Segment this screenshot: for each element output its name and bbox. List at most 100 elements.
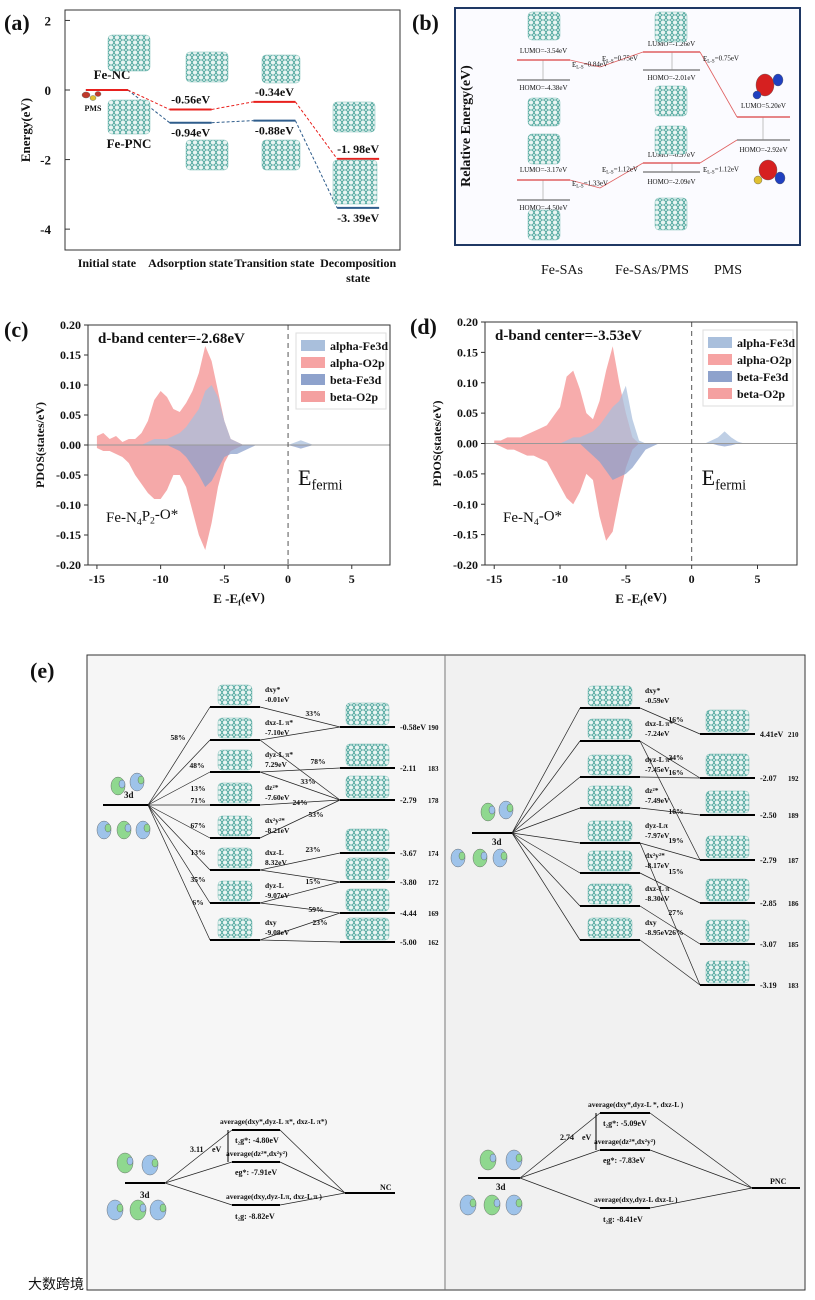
correlation-line (639, 872, 701, 904)
panel-label: (e) (30, 658, 54, 683)
molecule-image (705, 960, 750, 984)
gap-subscript: L-S (576, 65, 584, 70)
level-energy: -7.45eV (645, 765, 670, 774)
orbital-lobe (469, 1198, 477, 1208)
correlation-line (147, 804, 211, 839)
percent-label: 6% (192, 898, 203, 907)
molecule-image (185, 51, 229, 83)
orbital-lobe (118, 779, 126, 789)
molecule-image (587, 850, 633, 872)
molecule-image (654, 85, 688, 117)
level-name: dx²y²* (265, 816, 285, 825)
target-count: 210 (788, 731, 799, 739)
correlation-line (639, 939, 701, 986)
panel-label: (c) (4, 317, 28, 342)
gap-value: =1.12eV (614, 165, 638, 173)
correlation-line (649, 1149, 753, 1189)
gap-symbol: E (703, 166, 707, 174)
level-energy: -7.60eV (265, 793, 290, 802)
percent-label: 35% (191, 875, 206, 884)
target-energy: -2.85 (760, 899, 777, 908)
plot-frame (64, 9, 401, 251)
level-name: dxy (645, 918, 657, 927)
level-label: HOMO=-4.38eV (519, 84, 567, 92)
correlation-line (511, 832, 581, 907)
correlation-line (649, 1187, 753, 1209)
target-energy: -2.79 (760, 856, 777, 865)
orbital-lobe (506, 803, 514, 813)
molecule-image (345, 743, 390, 767)
percent-label: 27% (669, 908, 684, 917)
sample-label-part: Fe-N (106, 510, 137, 526)
correlation-line (259, 881, 341, 904)
level-name: dz²* (265, 783, 279, 792)
target-count: 183 (428, 765, 439, 773)
level-energy: -7.97eV (645, 831, 670, 840)
x-axis-label-part: f (238, 598, 241, 608)
target-count: 183 (788, 982, 799, 990)
level-energy: -7.24eV (645, 729, 670, 738)
correlation-line (259, 726, 341, 741)
molecule-image (332, 101, 376, 133)
y-axis-label: PDOS(states/eV) (430, 401, 444, 487)
molecule-image (705, 835, 750, 859)
panel-label: (d) (410, 314, 437, 339)
sample-label-part: 4 (137, 517, 142, 528)
gap-subscript: L-S (606, 170, 614, 175)
pdos-area (494, 385, 745, 444)
fermi-label-part: E (298, 465, 311, 490)
molecule-image (345, 917, 390, 941)
level-name: dz²* (645, 786, 659, 795)
x-tick-label-box: Adsorption state (148, 256, 233, 270)
sample-label: Fe-N4-O* (503, 508, 562, 528)
sample-label-part: -O* (539, 508, 562, 524)
level-energy: -7.10eV (265, 728, 290, 737)
orbital-lobe (493, 1198, 501, 1208)
gap-label: 2.74 (560, 1133, 574, 1142)
y-tick-label: 0 (45, 83, 52, 98)
correlation-line (279, 1129, 346, 1194)
y-tick-label: -0.20 (56, 558, 81, 572)
target-count: 172 (428, 879, 439, 887)
molecule-image (705, 753, 750, 777)
correlation-line (259, 869, 341, 883)
ligand-label: NC (380, 1183, 392, 1192)
y-tick-label: 0.20 (60, 318, 81, 332)
percent-label: 15% (669, 867, 684, 876)
gap-symbol: E (602, 166, 606, 174)
legend-label: beta-O2p (737, 387, 785, 401)
correlation-line (164, 1161, 233, 1184)
percent-label: 67% (191, 821, 206, 830)
molecule-image (107, 99, 151, 135)
molecule-image (345, 857, 390, 881)
gap-subscript: L-S (576, 184, 584, 189)
average-label: average(dxy*,dyz-L π*, dxz-L π*) (220, 1117, 328, 1126)
x-tick-label: 5 (349, 572, 355, 586)
level-energy: -8.17eV (645, 861, 670, 870)
energy-label: t₂g: -8.41eV (603, 1215, 643, 1224)
panel-label: (a) (4, 10, 30, 35)
y-axis-label: Relative Energy(eV) (459, 65, 474, 187)
correlation-line (639, 776, 701, 779)
fermi-label-part: E (702, 465, 715, 490)
gap-label: EL-S=1.12eV (703, 165, 739, 175)
correlation-line (639, 842, 701, 861)
orbital-label: 3d (124, 790, 134, 800)
connector (699, 139, 738, 164)
sample-label-part: -O* (155, 507, 178, 523)
orbital-lobe (774, 171, 786, 185)
gap-symbol: E (572, 61, 576, 69)
target-energy: -5.00 (400, 938, 417, 947)
correlation-line (259, 771, 341, 801)
energy-label: t₂g*: -5.09eV (603, 1119, 647, 1128)
target-count: 185 (788, 941, 799, 949)
x-axis-label-part: f (640, 598, 643, 608)
molecule-image (217, 917, 253, 939)
correlation-line (147, 739, 211, 806)
gap-value: =0.75eV (715, 54, 739, 62)
molecule-image (587, 718, 633, 740)
molecule-image (527, 97, 561, 127)
legend-label: alpha-Fe3d (737, 336, 795, 350)
column-label: Fe-SAs/PMS (615, 263, 689, 278)
percent-label: 16% (669, 715, 684, 724)
